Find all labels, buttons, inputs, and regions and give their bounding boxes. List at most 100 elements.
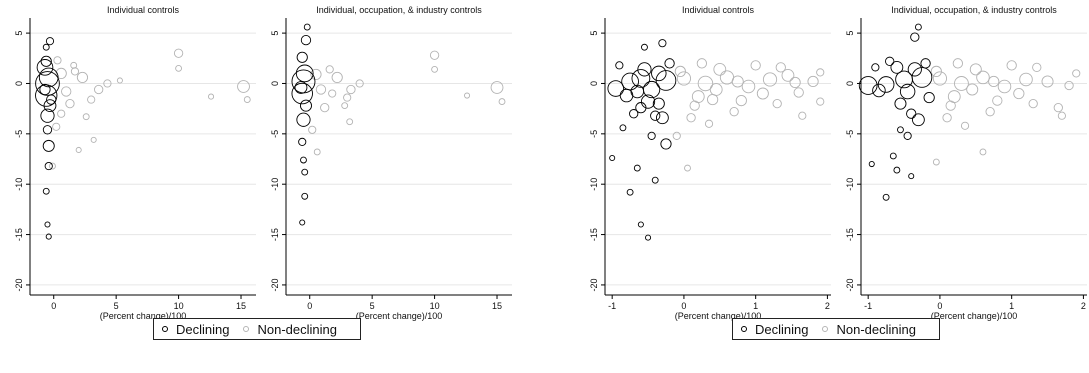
- point-non-declining: [684, 164, 691, 172]
- point-non-declining: [94, 84, 104, 95]
- point-non-declining: [1032, 62, 1042, 73]
- y-tick-label-2: 5: [270, 31, 280, 36]
- point-declining: [35, 71, 60, 96]
- x-axis-title-1: (Percent change)/100: [100, 311, 187, 321]
- point-declining: [923, 91, 935, 104]
- point-non-declining: [65, 98, 75, 109]
- point-non-declining: [807, 75, 819, 88]
- point-non-declining: [762, 72, 778, 87]
- point-declining: [910, 32, 920, 42]
- legend-label-declining: Declining: [176, 321, 230, 337]
- point-non-declining: [686, 113, 696, 123]
- point-non-declining: [676, 71, 692, 86]
- y-tick-label-4: -20: [845, 278, 855, 291]
- point-non-declining: [719, 70, 735, 85]
- point-non-declining: [331, 71, 343, 84]
- point-non-declining: [75, 146, 82, 153]
- x-tick-label-3: 1: [753, 301, 758, 311]
- x-axis-title-4: (Percent change)/100: [931, 311, 1018, 321]
- point-non-declining: [1057, 111, 1066, 120]
- point-declining: [303, 23, 311, 31]
- point-non-declining: [798, 111, 807, 120]
- legend-label-non-declining: Non-declining: [836, 321, 916, 337]
- point-declining: [903, 131, 912, 140]
- point-non-declining: [208, 93, 215, 100]
- point-non-declining: [945, 100, 956, 111]
- point-declining: [609, 154, 616, 162]
- point-non-declining: [103, 79, 112, 88]
- panel-1: Individual controls 5 0 -5 -10 -15 -20 0 5 10 15 (P…: [14, 5, 256, 321]
- point-declining: [621, 72, 639, 91]
- point-declining: [647, 131, 656, 140]
- y-tick-label-1: -10: [14, 178, 24, 191]
- point-declining: [658, 39, 667, 48]
- point-declining: [660, 138, 672, 150]
- point-non-declining: [343, 93, 352, 102]
- point-non-declining: [355, 79, 364, 88]
- point-declining: [294, 81, 308, 94]
- point-declining: [920, 58, 931, 69]
- point-declining: [45, 37, 55, 46]
- point-declining: [291, 82, 313, 105]
- point-declining: [45, 233, 52, 240]
- point-non-declining: [689, 100, 700, 111]
- point-declining: [631, 69, 651, 88]
- x-tick-label-4: -1: [864, 301, 872, 311]
- point-non-declining: [237, 80, 250, 93]
- x-axis-title-3: (Percent change)/100: [675, 311, 762, 321]
- x-tick-label-4: 2: [1081, 301, 1086, 311]
- point-non-declining: [1041, 75, 1054, 88]
- point-non-declining: [756, 87, 769, 100]
- y-tick-label-3: -15: [589, 228, 599, 241]
- y-tick-label-4: -10: [845, 178, 855, 191]
- point-non-declining: [116, 77, 123, 84]
- point-declining: [911, 67, 933, 88]
- y-tick-label-3: -10: [589, 178, 599, 191]
- point-declining: [868, 161, 875, 168]
- point-non-declining: [960, 121, 970, 130]
- legend-marker-declining: [162, 326, 168, 332]
- point-non-declining: [55, 67, 67, 79]
- point-non-declining: [346, 118, 354, 126]
- panel-2: Individual, occupation, & industry contr…: [270, 5, 512, 321]
- point-non-declining: [320, 102, 330, 113]
- y-tick-label-4: -5: [845, 130, 855, 138]
- point-declining: [300, 156, 307, 164]
- point-non-declining: [70, 67, 80, 76]
- y-tick-label-1: 5: [14, 31, 24, 36]
- point-declining: [607, 80, 625, 97]
- point-non-declining: [341, 102, 349, 110]
- y-tick-label-1: -5: [14, 130, 24, 138]
- panel-title-1: Individual controls: [107, 5, 180, 15]
- point-non-declining: [1028, 98, 1038, 109]
- point-declining: [301, 168, 309, 176]
- point-declining: [908, 173, 915, 180]
- point-non-declining: [976, 70, 990, 85]
- point-non-declining: [49, 162, 56, 170]
- x-tick-label-4: 1: [1009, 301, 1014, 311]
- point-declining: [296, 112, 311, 127]
- point-non-declining: [429, 50, 440, 60]
- y-tick-label-2: -15: [270, 228, 280, 241]
- point-declining: [656, 111, 669, 125]
- x-tick-label-2: 0: [307, 301, 312, 311]
- point-declining: [629, 109, 639, 119]
- legend-item-non-declining: Non-declining: [822, 322, 916, 337]
- point-declining: [630, 84, 645, 99]
- point-non-declining: [313, 148, 321, 156]
- x-axis-title-2: (Percent change)/100: [356, 311, 443, 321]
- x-tick-label-3: 2: [825, 301, 830, 311]
- point-declining: [637, 62, 652, 77]
- panel-title-3: Individual controls: [682, 5, 755, 15]
- point-declining: [299, 99, 312, 112]
- x-tick-label-1: 10: [174, 301, 184, 311]
- point-non-declining: [308, 125, 317, 134]
- point-non-declining: [310, 68, 322, 81]
- y-tick-label-1: -20: [14, 278, 24, 291]
- point-declining: [40, 108, 55, 123]
- y-tick-label-4: -15: [845, 228, 855, 241]
- point-non-declining: [70, 61, 78, 69]
- y-tick-label-2: -5: [270, 130, 280, 138]
- point-non-declining: [775, 62, 786, 73]
- point-declining: [645, 234, 652, 241]
